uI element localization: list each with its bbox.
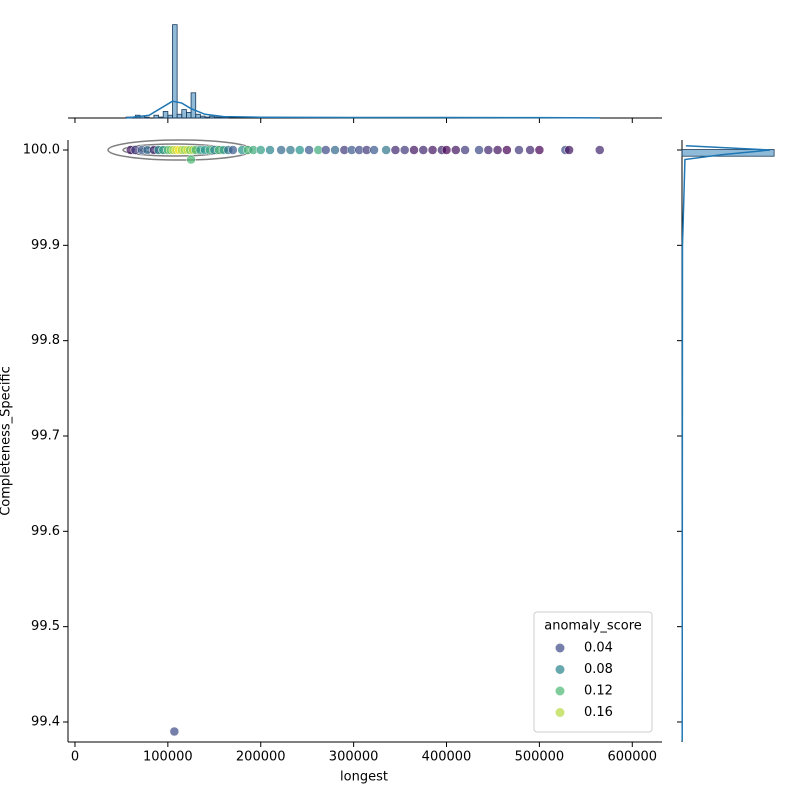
scatter-point <box>427 145 438 155</box>
scatter-point <box>451 145 461 155</box>
scatter-point <box>564 145 574 155</box>
y-tick-label: 99.9 <box>31 238 60 253</box>
x-tick-label: 300000 <box>329 750 379 765</box>
histogram-bar <box>199 115 206 119</box>
scatter-point <box>483 145 494 155</box>
histogram-bar <box>167 114 173 119</box>
histogram-bar <box>195 113 201 119</box>
histogram-bar <box>186 112 192 119</box>
y-tick-label: 100.0 <box>23 143 60 158</box>
scatter-point <box>474 145 484 155</box>
scatter-point <box>441 145 452 155</box>
scatter-point <box>321 145 331 155</box>
legend-box <box>533 611 653 733</box>
kde-line <box>681 144 771 742</box>
histogram-bar <box>204 116 211 119</box>
scatter-point <box>276 145 286 155</box>
legend-label: 0.08 <box>584 662 613 677</box>
histogram-bar <box>153 114 159 119</box>
scatter-point <box>285 145 296 155</box>
legend-label: 0.16 <box>584 705 613 720</box>
x-tick-label: 500000 <box>515 750 565 765</box>
histogram-bar <box>158 116 164 119</box>
scatter-point <box>169 726 180 737</box>
scatter-point <box>418 145 429 155</box>
x-axis-label: longest <box>340 770 388 785</box>
scatter-point <box>460 145 470 155</box>
scatter-point <box>595 145 605 155</box>
histogram-bar <box>213 116 220 119</box>
x-tick-label: 600000 <box>607 750 657 765</box>
scatter-point <box>369 145 379 155</box>
x-tick-label: 0 <box>71 750 79 765</box>
y-tick-label: 99.7 <box>31 428 60 443</box>
x-tick-label: 200000 <box>236 750 286 765</box>
scatter-point <box>304 145 314 155</box>
scatter-point <box>390 145 401 155</box>
y-tick-label: 99.6 <box>31 524 60 539</box>
histogram-bar <box>172 24 178 119</box>
legend-marker <box>555 643 565 653</box>
scatter-point <box>265 145 275 155</box>
scatter-point <box>228 145 238 155</box>
y-tick-label: 99.5 <box>31 619 60 634</box>
kde-line <box>125 100 600 119</box>
scatter-point <box>330 145 340 155</box>
histogram-bar <box>162 111 169 119</box>
legend-marker <box>555 686 565 696</box>
histogram-bar <box>190 92 197 119</box>
y-axis-label: Completeness_Specific <box>0 366 14 516</box>
x-tick-label: 400000 <box>422 750 472 765</box>
legend-marker <box>555 665 565 674</box>
legend-title: anomaly_score <box>544 619 642 634</box>
legend-label: 0.04 <box>584 641 613 656</box>
scatter-point <box>381 145 391 155</box>
scatter-point <box>502 145 512 155</box>
scatter-point <box>534 145 545 155</box>
scatter-point <box>186 154 196 165</box>
scatter-point <box>255 145 266 155</box>
y-tick-label: 99.8 <box>31 333 60 348</box>
scatter-point <box>525 145 535 155</box>
legend-label: 0.12 <box>584 684 613 699</box>
scatter-point <box>399 145 410 155</box>
histogram-bar <box>209 115 215 119</box>
histogram-bar <box>176 113 183 119</box>
legend-marker <box>555 708 565 717</box>
histogram-bar <box>144 116 150 119</box>
scatter-point <box>492 145 503 155</box>
scatter-point <box>514 145 524 155</box>
histogram-bar <box>181 109 187 119</box>
scatter-point <box>409 145 419 155</box>
histogram-bar <box>681 149 775 157</box>
x-tick-label: 100000 <box>143 750 193 765</box>
y-tick-label: 99.4 <box>31 714 60 729</box>
scatter-point <box>294 145 305 155</box>
